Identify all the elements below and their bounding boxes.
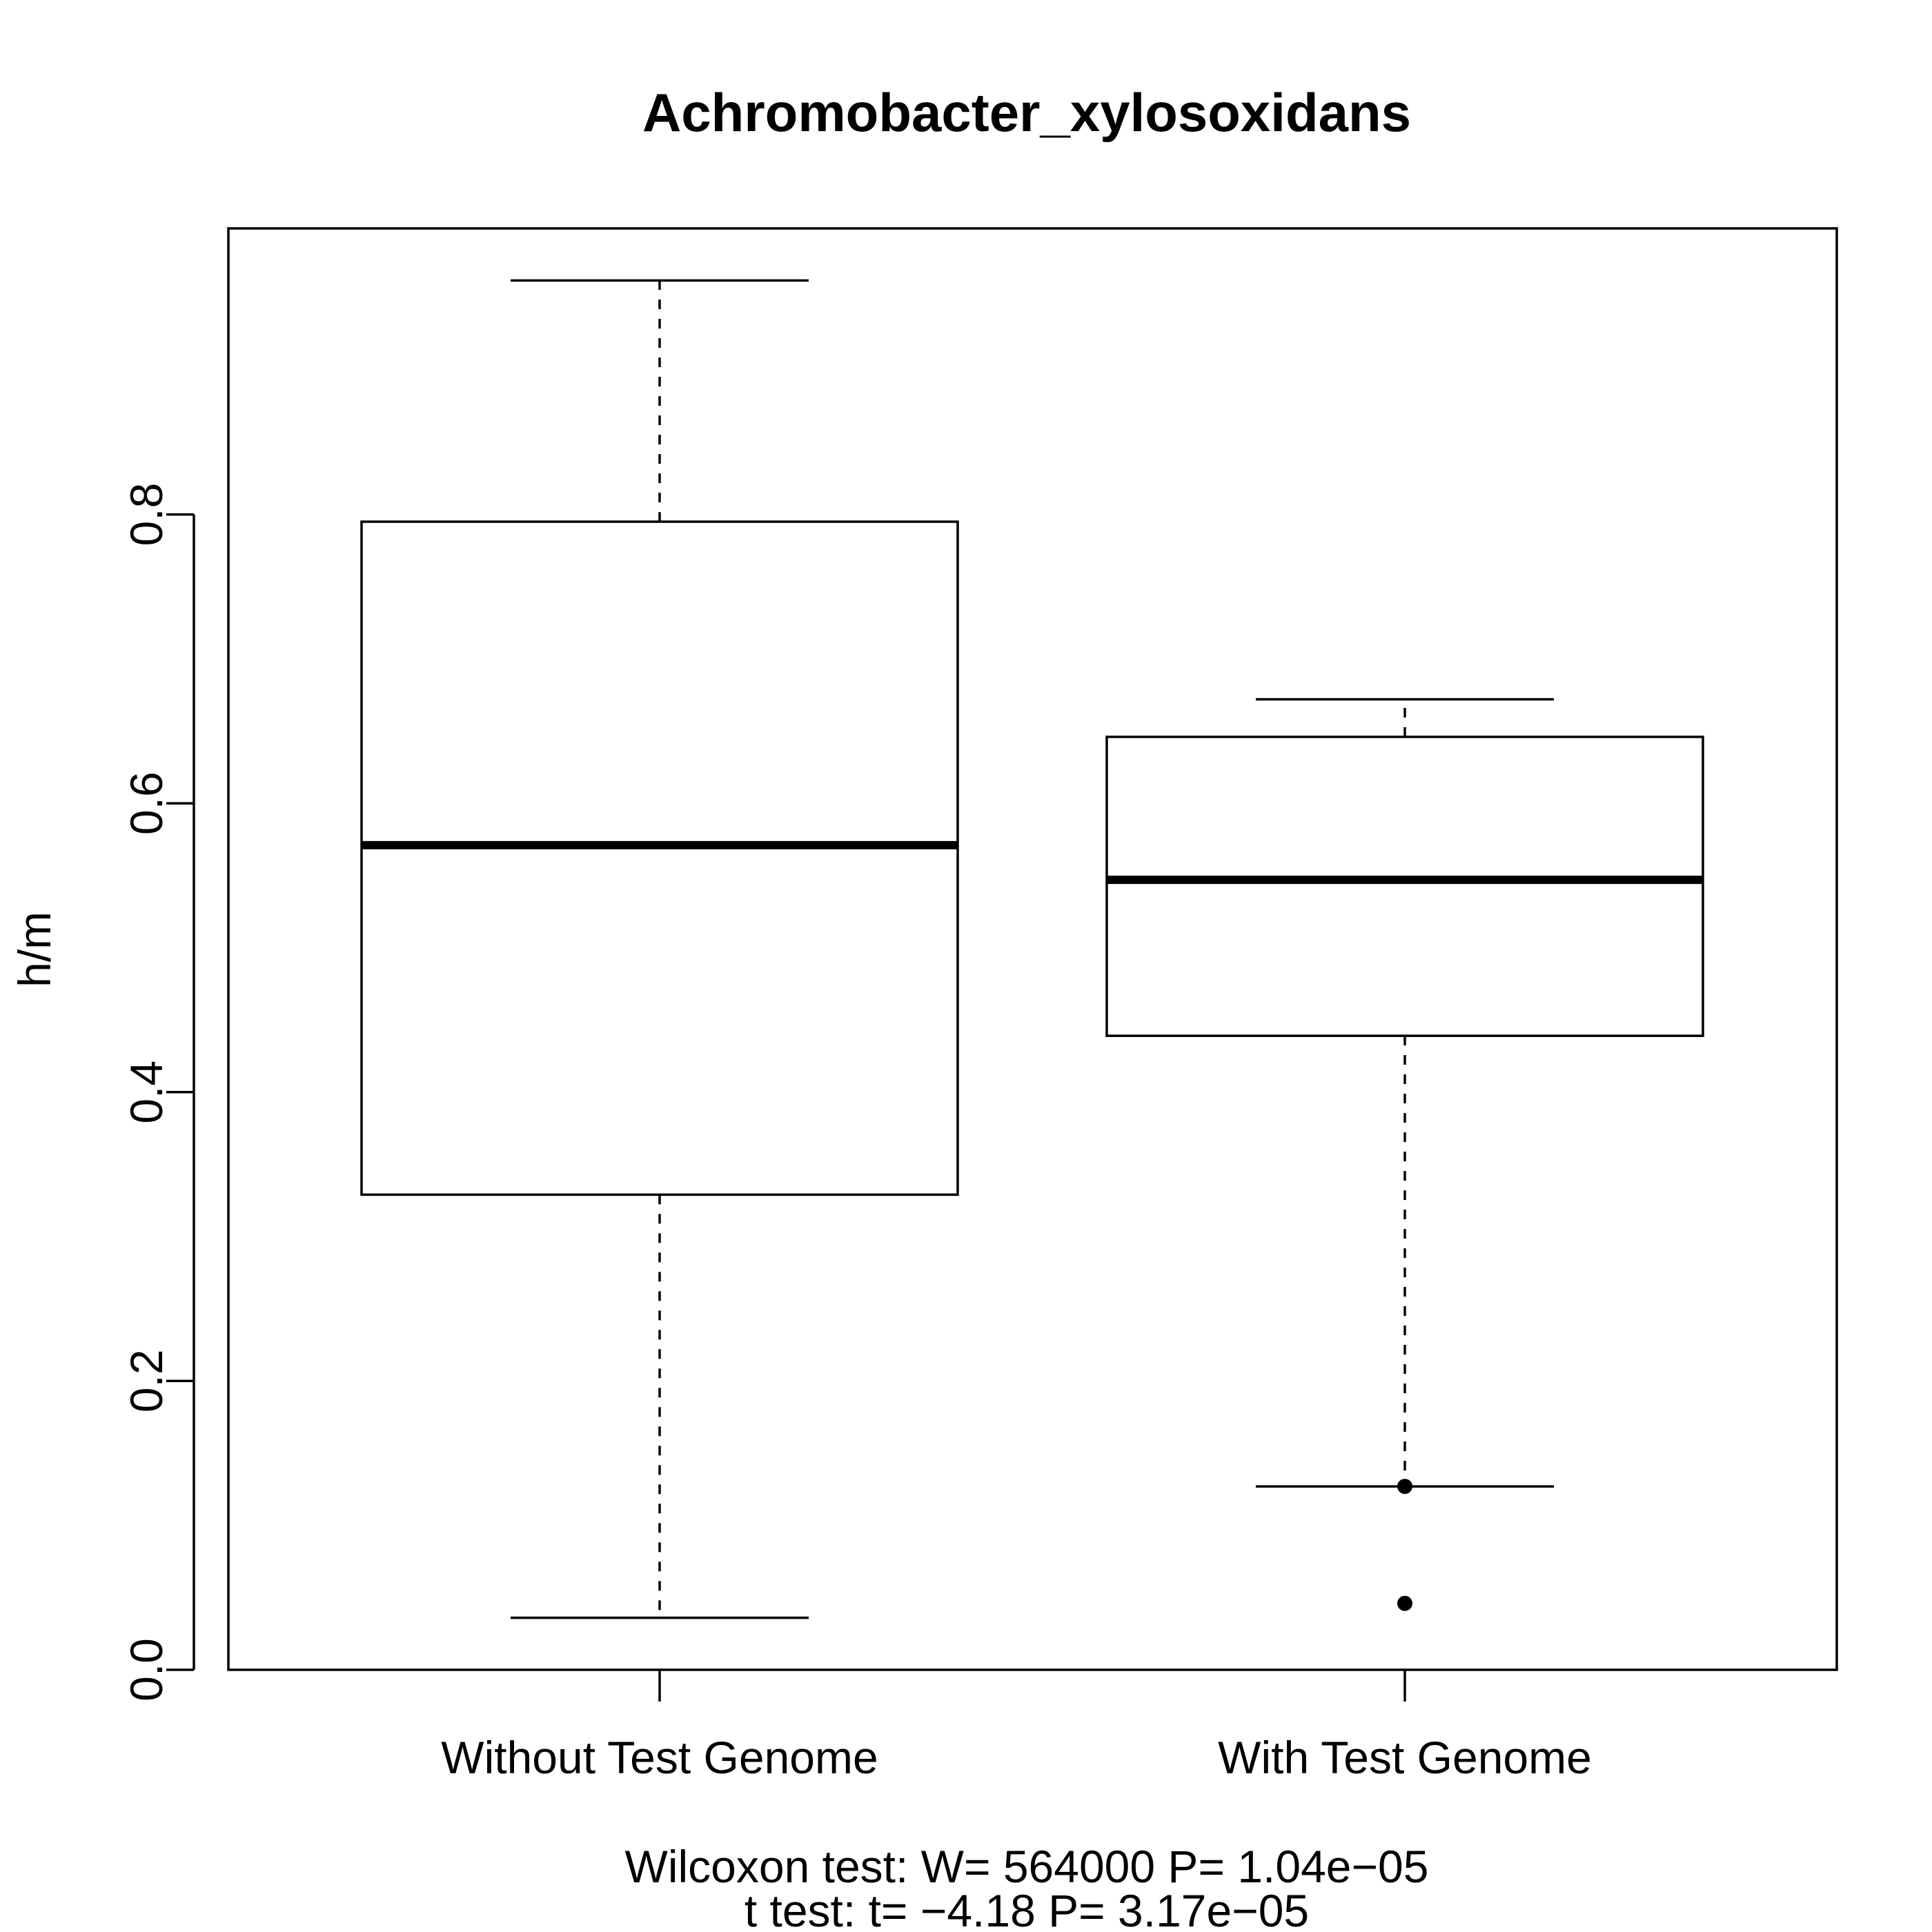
iqr-box	[1105, 736, 1704, 1037]
outlier-point	[1397, 1479, 1412, 1495]
y-axis-label: h/m	[9, 911, 60, 987]
chart-title: Achromobacter_xylosoxidans	[642, 82, 1411, 143]
y-tick-label: 0.4	[121, 1061, 172, 1124]
y-tick-label: 0.0	[121, 1638, 172, 1702]
box-2	[1105, 698, 1704, 1611]
x-tick-label: With Test Genome	[1218, 1732, 1592, 1783]
y-tick-label: 0.2	[121, 1350, 172, 1413]
plot-frame	[227, 227, 1838, 1671]
outlier-point	[1397, 1595, 1412, 1611]
x-axis: Without Test Genome With Test Genome	[441, 1670, 1592, 1783]
subtitle-line-2: t test: t= −4.18 P= 3.17e−05	[745, 1885, 1309, 1932]
boxes	[360, 279, 1704, 1619]
iqr-box	[360, 520, 959, 1196]
y-tick-label: 0.6	[121, 771, 172, 835]
x-tick-label: Without Test Genome	[441, 1732, 878, 1783]
y-axis: 0.0 0.2 0.4 0.6 0.8	[121, 483, 195, 1702]
y-tick-label: 0.8	[121, 483, 172, 546]
subtitle-line-1: Wilcoxon test: W= 564000 P= 1.04e−05	[625, 1841, 1429, 1892]
box-1	[360, 279, 959, 1619]
